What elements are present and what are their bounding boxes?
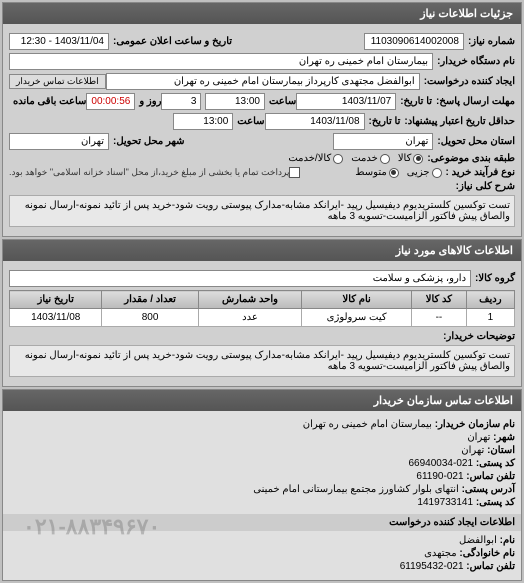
radio-service[interactable]: خدمت (351, 153, 390, 164)
deadline-time-field: 13:00 (205, 93, 265, 110)
announce-field: 1403/11/04 - 12:30 (9, 33, 109, 50)
contact-body: نام سازمان خریدار: بیمارستان امام خمینی … (3, 411, 521, 580)
validity-to-label: تا تاریخ: (369, 116, 401, 127)
radio-service-label: خدمت (351, 153, 378, 164)
city-value: تهران (467, 432, 490, 443)
cell-code: -- (412, 309, 467, 327)
goods-table: ردیف کد کالا نام کالا واحد شمارش تعداد /… (9, 290, 515, 327)
purchase-type-label: نوع فرآیند خرید : (446, 167, 515, 178)
deadline-date-field: 1403/11/07 (296, 93, 396, 110)
radio-small-circle (432, 168, 442, 178)
state-label: استان: (487, 445, 515, 456)
cell-name: کیت سرولوژی (302, 309, 412, 327)
panel2-body: گروه کالا: دارو، پزشکی و سلامت ردیف کد ک… (3, 261, 521, 386)
announce-label: تاریخ و ساعت اعلان عمومی: (113, 36, 232, 47)
col-unit: واحد شمارش (198, 291, 301, 309)
deadline-to-label: تا تاریخ: (400, 96, 432, 107)
buyer-label: نام دستگاه خریدار: (437, 56, 515, 67)
validity-date-field: 1403/11/08 (265, 113, 365, 130)
table-row[interactable]: 1 -- کیت سرولوژی عدد 800 1403/11/08 (10, 309, 515, 327)
radio-medium-circle (389, 168, 399, 178)
category-radio-group: کالا خدمت کالا/خدمت (288, 153, 423, 164)
radio-small[interactable]: جزیی (407, 167, 442, 178)
creator-phone-label: تلفن تماس: (466, 561, 515, 572)
cell-row: 1 (466, 309, 514, 327)
phone-value: 021-61190 (416, 471, 463, 482)
cell-qty: 800 (102, 309, 198, 327)
postal-value: 021-66940034 (409, 458, 474, 469)
cell-date: 1403/11/08 (10, 309, 102, 327)
days-field: 3 (161, 93, 201, 110)
col-code: کد کالا (412, 291, 467, 309)
creator-phone-value: 021-61195432 (400, 561, 464, 572)
delivery-state-field: تهران (333, 133, 433, 150)
watermark: ۰۲۱-۸۸۳۴۹۶۷۰ (23, 514, 160, 540)
validity-time-field: 13:00 (173, 113, 233, 130)
org-value: بیمارستان امام خمینی ره تهران (303, 419, 432, 430)
remaining-label: ساعت باقی مانده (13, 96, 86, 107)
buyer-note: تست توکسین کلستریدیوم دیفیسیل رپید -ایرا… (9, 345, 515, 377)
radio-medium-label: متوسط (355, 167, 386, 178)
radio-small-label: جزیی (407, 167, 430, 178)
col-row: ردیف (466, 291, 514, 309)
days-label: روز و (139, 96, 161, 107)
time-label-1: ساعت (269, 96, 296, 107)
col-date: تاریخ نیاز (10, 291, 102, 309)
delivery-city-label: شهر محل تحویل: (113, 136, 185, 147)
delivery-city-field: تهران (9, 133, 109, 150)
overall-desc: تست توکسین کلستریدیوم دیفیسیل رپید -ایرا… (9, 195, 515, 227)
budget-label: طبقه بندی موضوعی: (427, 153, 515, 164)
validity-label: حداقل تاریخ اعتبار پیشنهاد: (404, 116, 515, 127)
panel1-body: شماره نیاز: 1103090614002008 تاریخ و ساع… (3, 24, 521, 236)
time-label-2: ساعت (237, 116, 264, 127)
overall-label: شرح کلی نیاز: (456, 181, 515, 192)
treasury-checkbox[interactable] (289, 167, 300, 178)
address-label: آدرس پستی: (462, 484, 515, 495)
panel3-header: اطلاعات تماس سازمان خریدار (3, 390, 521, 411)
phone-label: تلفن تماس: (466, 471, 515, 482)
deadline-send-label: مهلت ارسال پاسخ: (436, 96, 515, 107)
col-name: نام کالا (302, 291, 412, 309)
creator-field: ابوالفضل مجتهدی کارپرداز بیمارستان امام … (106, 73, 420, 90)
goods-panel: اطلاعات کالاهای مورد نیاز گروه کالا: دار… (2, 239, 522, 387)
radio-service-circle (380, 154, 390, 164)
panel1-header: جزئیات اطلاعات نیاز (3, 3, 521, 24)
delivery-state-label: استان محل تحویل: (437, 136, 515, 147)
radio-goods-label: کالا (398, 153, 412, 164)
col-qty: تعداد / مقدار (102, 291, 198, 309)
radio-medium[interactable]: متوسط (355, 167, 398, 178)
creator-label: ایجاد کننده درخواست: (424, 76, 515, 87)
contact-panel: اطلاعات تماس سازمان خریدار نام سازمان خر… (2, 389, 522, 581)
purchase-note: پرداخت تمام یا بخشی از مبلغ خرید،از محل … (9, 167, 289, 178)
name-value: ابوالفضل (459, 535, 497, 546)
contact-buyer-button[interactable]: اطلاعات تماس خریدار (9, 74, 106, 89)
purchase-type-radio-group: جزیی متوسط (355, 167, 441, 178)
request-no-field: 1103090614002008 (364, 33, 464, 50)
postal-label: کد پستی: (476, 458, 515, 469)
radio-goods-service-circle (333, 154, 343, 164)
radio-goods-circle (413, 154, 423, 164)
radio-goods-service[interactable]: کالا/خدمت (288, 153, 343, 164)
radio-goods[interactable]: کالا (398, 153, 424, 164)
address-value: انتهای بلوار کشاورز مجتمع بیمارستانی اما… (253, 484, 458, 495)
need-details-panel: جزئیات اطلاعات نیاز شماره نیاز: 11030906… (2, 2, 522, 237)
panel2-header: اطلاعات کالاهای مورد نیاز (3, 240, 521, 261)
group-label: گروه کالا: (475, 273, 515, 284)
family-value: مجتهدی (424, 548, 457, 559)
postal2-label: کد پستی: (476, 497, 515, 508)
org-label: نام سازمان خریدار: (435, 419, 515, 430)
countdown-field: 00:00:56 (86, 93, 135, 110)
name-label: نام: (500, 535, 515, 546)
group-field: دارو، پزشکی و سلامت (9, 270, 471, 287)
postal2-value: 1419733141 (417, 497, 473, 508)
buyer-field: بیمارستان امام خمینی ره تهران (9, 53, 433, 70)
cell-unit: عدد (198, 309, 301, 327)
radio-goods-service-label: کالا/خدمت (288, 153, 331, 164)
buyer-note-label: توضیحات خریدار: (443, 331, 515, 342)
city-label: شهر: (493, 432, 515, 443)
state-value: تهران (461, 445, 484, 456)
family-label: نام خانوادگی: (459, 548, 515, 559)
request-no-label: شماره نیاز: (468, 36, 515, 47)
